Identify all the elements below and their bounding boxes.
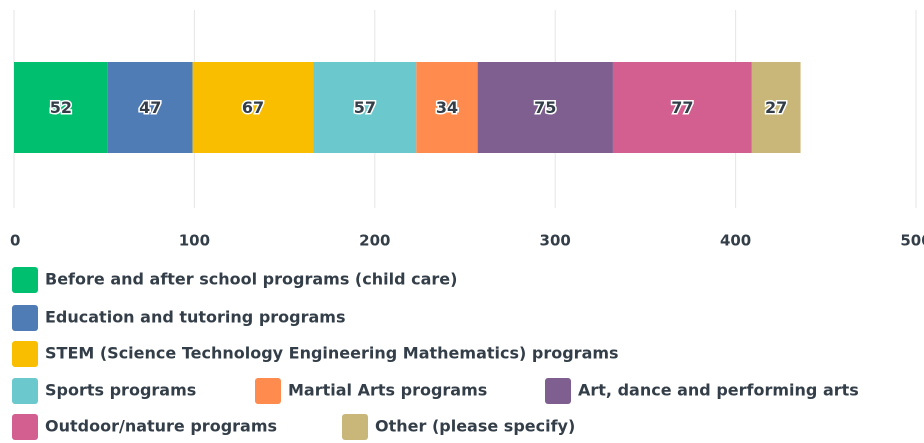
legend-label: Other (please specify) xyxy=(375,417,575,436)
data-label: 67 xyxy=(242,98,264,117)
x-tick-label: 100 xyxy=(179,232,210,250)
x-tick-label: 0 xyxy=(10,232,20,250)
bar-segment xyxy=(14,62,108,153)
x-tick-label: 400 xyxy=(720,232,751,250)
legend-swatch xyxy=(342,414,368,440)
bar-segment xyxy=(416,62,478,153)
bar-segment xyxy=(477,62,613,153)
x-tick-label: 300 xyxy=(540,232,571,250)
legend-label: Sports programs xyxy=(45,381,196,400)
legend-label: Art, dance and performing arts xyxy=(578,381,859,400)
legend-swatch xyxy=(12,267,38,293)
data-label: 27 xyxy=(765,98,787,117)
legend-swatch xyxy=(545,378,571,404)
x-tick-label: 200 xyxy=(359,232,390,250)
bar-segment xyxy=(612,62,752,153)
x-tick-label: 500 xyxy=(900,232,924,250)
legend-label: STEM (Science Technology Engineering Mat… xyxy=(45,344,619,363)
bar-segment xyxy=(192,62,314,153)
data-label: 75 xyxy=(534,98,556,117)
bar-segment xyxy=(107,62,193,153)
legend-swatch xyxy=(12,414,38,440)
bar-segment xyxy=(313,62,417,153)
data-label: 34 xyxy=(436,98,458,117)
data-label: 57 xyxy=(354,98,376,117)
legend-label: Education and tutoring programs xyxy=(45,308,346,327)
legend-label: Martial Arts programs xyxy=(288,381,487,400)
data-label: 77 xyxy=(671,98,693,117)
legend-label: Outdoor/nature programs xyxy=(45,417,277,436)
data-label: 47 xyxy=(139,98,161,117)
data-label: 52 xyxy=(50,98,72,117)
legend-swatch xyxy=(12,341,38,367)
bar-segment xyxy=(751,62,801,153)
legend-swatch xyxy=(12,378,38,404)
legend-swatch xyxy=(12,305,38,331)
legend-swatch xyxy=(255,378,281,404)
legend-label: Before and after school programs (child … xyxy=(45,270,457,289)
